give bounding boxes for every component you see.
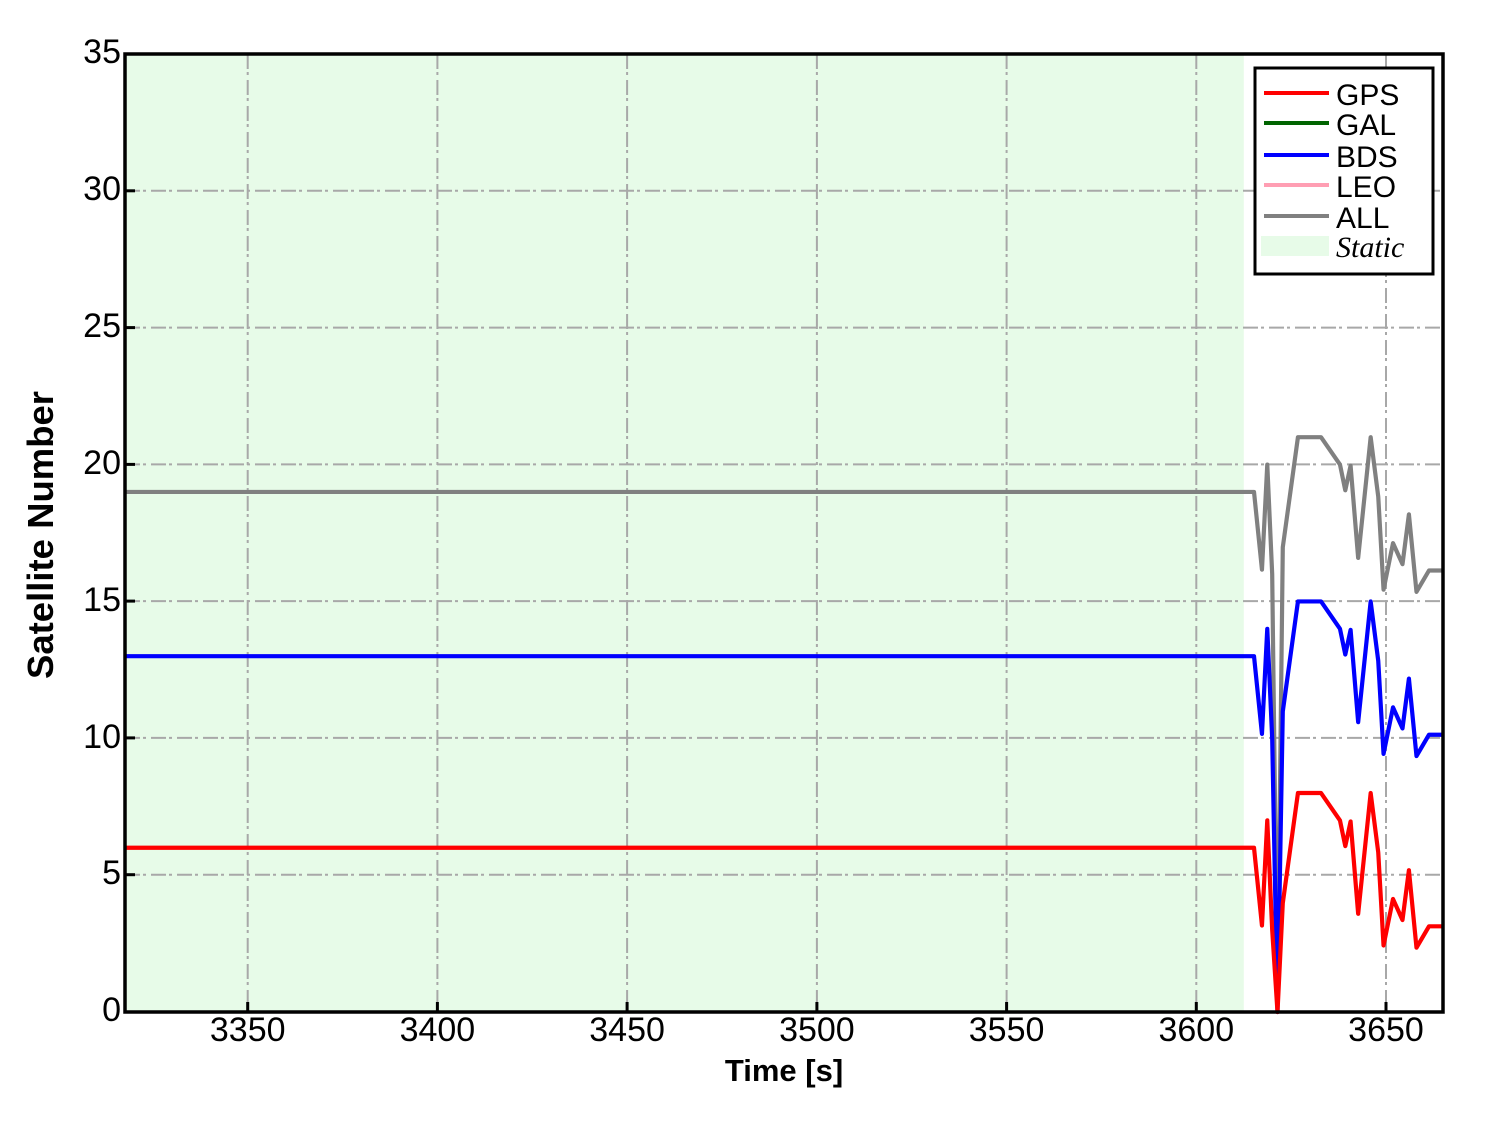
svg-text:3500: 3500 [779,1011,855,1049]
svg-text:GAL: GAL [1336,109,1396,142]
svg-text:LEO: LEO [1336,171,1396,204]
svg-text:10: 10 [83,718,121,756]
svg-text:Time [s]: Time [s] [725,1053,843,1088]
svg-text:3600: 3600 [1158,1011,1234,1049]
svg-text:30: 30 [83,170,121,208]
svg-text:3450: 3450 [589,1011,665,1049]
svg-text:35: 35 [83,33,121,71]
svg-text:15: 15 [83,581,121,619]
svg-text:20: 20 [83,444,121,482]
svg-text:GPS: GPS [1336,79,1399,112]
svg-text:Satellite Number: Satellite Number [20,391,61,679]
svg-text:0: 0 [102,991,121,1029]
svg-text:25: 25 [83,307,121,345]
svg-text:BDS: BDS [1336,141,1398,174]
svg-text:3550: 3550 [969,1011,1045,1049]
svg-text:3350: 3350 [210,1011,286,1049]
svg-text:3650: 3650 [1348,1011,1424,1049]
svg-text:3400: 3400 [400,1011,476,1049]
svg-text:Static: Static [1336,231,1404,264]
svg-text:5: 5 [102,854,121,892]
